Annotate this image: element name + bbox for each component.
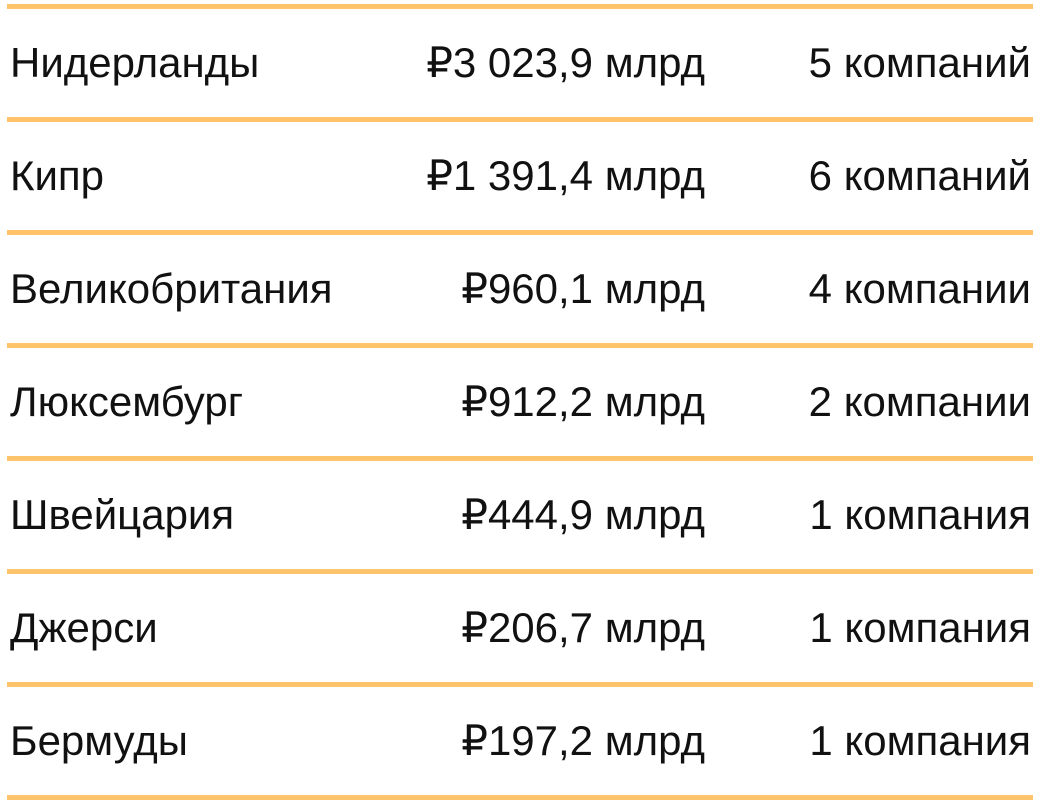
row-divider: [7, 795, 1033, 800]
row-divider: [7, 682, 1033, 687]
companies-cell: 4 компании: [808, 265, 1031, 312]
row-divider: [7, 230, 1033, 235]
companies-cell: 6 компаний: [808, 152, 1031, 199]
row-divider: [7, 569, 1033, 574]
companies-cell: 1 компания: [809, 491, 1031, 538]
companies-cell: 5 компаний: [808, 39, 1031, 86]
country-cell: Швейцария: [10, 491, 235, 538]
amount-cell: ₽1 391,4 млрд: [426, 152, 705, 199]
table-row: Нидерланды ₽3 023,9 млрд 5 компаний: [0, 9, 1042, 117]
row-divider: [7, 343, 1033, 348]
table-row: Джерси ₽206,7 млрд 1 компания: [0, 574, 1042, 682]
country-cell: Бермуды: [10, 717, 188, 764]
amount-cell: ₽206,7 млрд: [461, 604, 705, 651]
amount-cell: ₽960,1 млрд: [461, 265, 705, 312]
amount-cell: ₽197,2 млрд: [461, 717, 705, 764]
row-divider: [7, 456, 1033, 461]
amount-cell: ₽912,2 млрд: [461, 378, 705, 425]
country-cell: Джерси: [10, 604, 158, 651]
row-divider: [7, 117, 1033, 122]
amount-cell: ₽3 023,9 млрд: [426, 39, 705, 86]
table-row: Бермуды ₽197,2 млрд 1 компания: [0, 687, 1042, 795]
country-cell: Великобритания: [10, 265, 333, 312]
country-cell: Нидерланды: [10, 39, 260, 86]
table-row: Великобритания ₽960,1 млрд 4 компании: [0, 235, 1042, 343]
companies-cell: 2 компании: [808, 378, 1031, 425]
table-row: Кипр ₽1 391,4 млрд 6 компаний: [0, 122, 1042, 230]
table-row: Швейцария ₽444,9 млрд 1 компания: [0, 461, 1042, 569]
companies-cell: 1 компания: [809, 604, 1031, 651]
companies-cell: 1 компания: [809, 717, 1031, 764]
row-divider: [7, 4, 1033, 9]
table-row: Люксембург ₽912,2 млрд 2 компании: [0, 348, 1042, 456]
country-cell: Кипр: [10, 152, 105, 199]
country-cell: Люксембург: [10, 378, 244, 425]
amount-cell: ₽444,9 млрд: [461, 491, 705, 538]
